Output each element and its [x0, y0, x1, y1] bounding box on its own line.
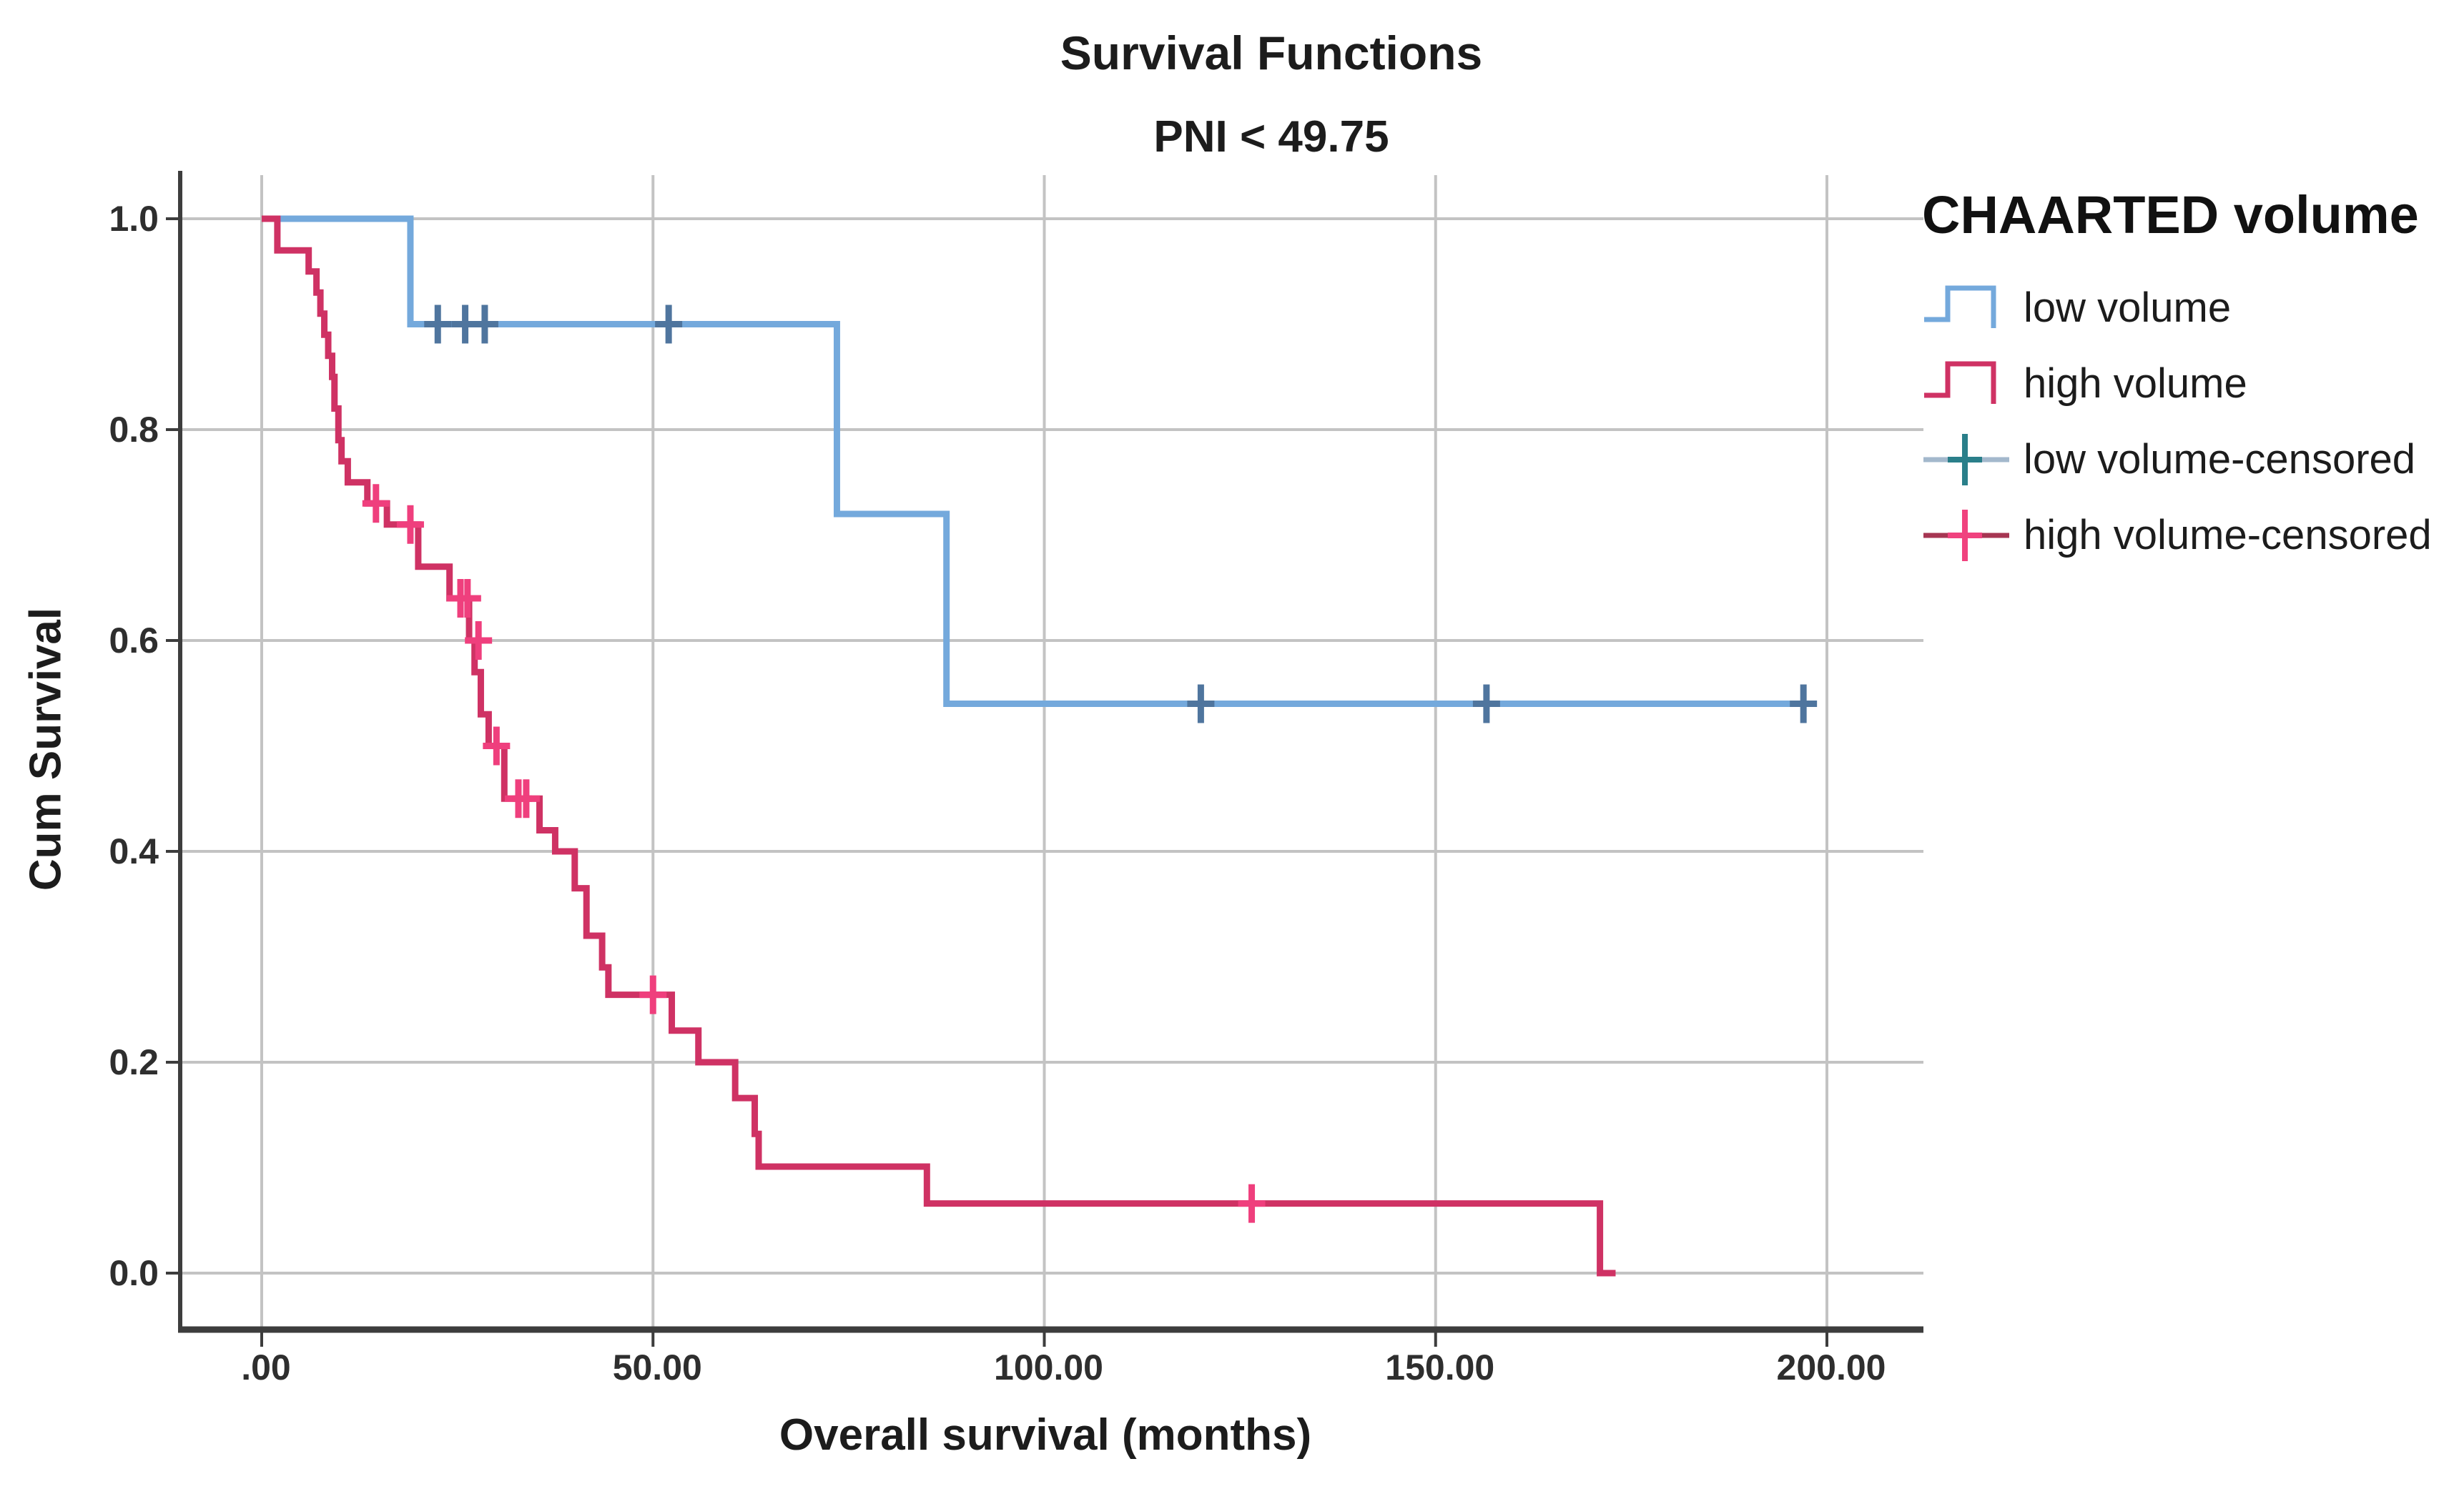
legend-item-label: low volume: [2024, 284, 2232, 331]
legend-title: CHAARTED volume: [1922, 185, 2419, 244]
chart-subtitle: PNI < 49.75: [1153, 112, 1389, 162]
survival-curve-high-volume: [262, 215, 1616, 1277]
y-axis-label: Cum Survival: [21, 607, 71, 891]
chart-title: Survival Functions: [1060, 26, 1483, 79]
legend-item-label: low volume-censored: [2024, 435, 2416, 483]
y-tick-label: 0.8: [109, 410, 159, 450]
legend-item-high-volume: high volume: [1922, 345, 2463, 421]
legend-swatch-censored-icon: [1923, 434, 2009, 485]
x-tick-label: 200.00: [1777, 1347, 1886, 1387]
legend-swatch-step-icon: [1924, 361, 1996, 404]
legend-item-low-volume: low volume: [1922, 269, 2463, 345]
x-tick-label: 50.00: [613, 1347, 702, 1387]
legend-item-high-volume-censored: high volume-censored: [1922, 497, 2463, 573]
legend-item-label: high volume-censored: [2024, 511, 2432, 558]
legend-items: low volume high volume low volume-censored…: [1922, 269, 2463, 573]
y-tick-label: 0.2: [109, 1042, 159, 1082]
x-tick-label: 100.00: [994, 1347, 1103, 1387]
y-tick-label: 1.0: [109, 199, 159, 239]
legend-swatch-censored-icon: [1923, 510, 2009, 561]
x-tick-label: 150.00: [1385, 1347, 1494, 1387]
y-tick-label: 0.0: [109, 1253, 159, 1293]
legend-swatch-step-icon: [1924, 285, 1996, 328]
legend-item-low-volume-censored: low volume-censored: [1922, 421, 2463, 497]
survival-curve-low-volume: [262, 215, 1804, 707]
x-axis-label: Overall survival (months): [779, 1410, 1312, 1460]
y-tick-label: 0.4: [109, 831, 159, 871]
legend-item-label: high volume: [2024, 360, 2247, 407]
legend: CHAARTED volume low volume high volume low…: [1922, 184, 2463, 573]
x-tick-label: .00: [241, 1347, 291, 1387]
y-tick-label: 0.6: [109, 620, 159, 661]
